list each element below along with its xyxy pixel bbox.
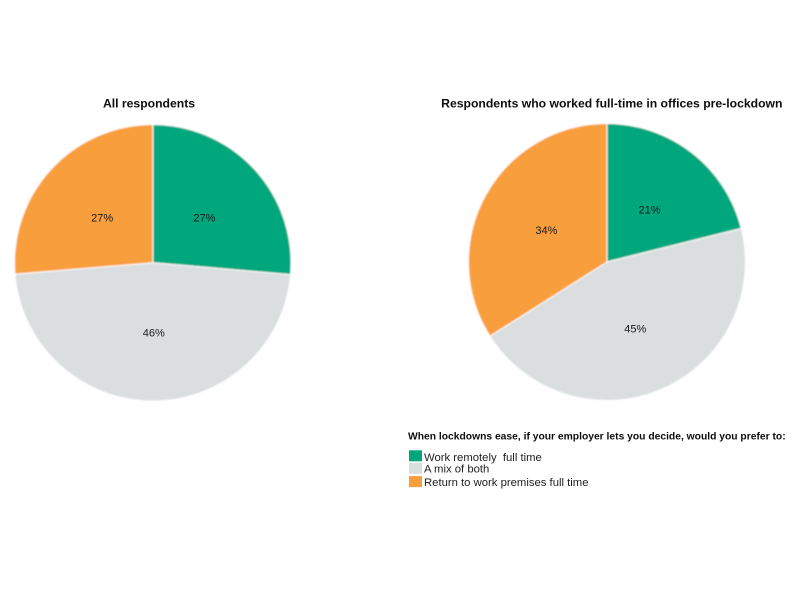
svg-text:All respondents: All respondents: [103, 97, 195, 111]
svg-text:46%: 46%: [143, 328, 165, 340]
svg-text:27%: 27%: [193, 212, 215, 224]
svg-text:Respondents who worked full-ti: Respondents who worked full-time in offi…: [441, 97, 782, 111]
svg-text:Work remotely full time: Work remotely full time: [424, 452, 542, 464]
svg-text:21%: 21%: [638, 205, 660, 217]
svg-text:45%: 45%: [624, 323, 646, 335]
svg-text:34%: 34%: [535, 225, 557, 237]
svg-text:27%: 27%: [91, 213, 113, 225]
svg-text:When lockdowns ease, if your e: When lockdowns ease, if your employer le…: [408, 432, 786, 443]
svg-text:A mix of both: A mix of both: [424, 463, 489, 475]
svg-text:Return to work premises full t: Return to work premises full time: [424, 477, 588, 489]
